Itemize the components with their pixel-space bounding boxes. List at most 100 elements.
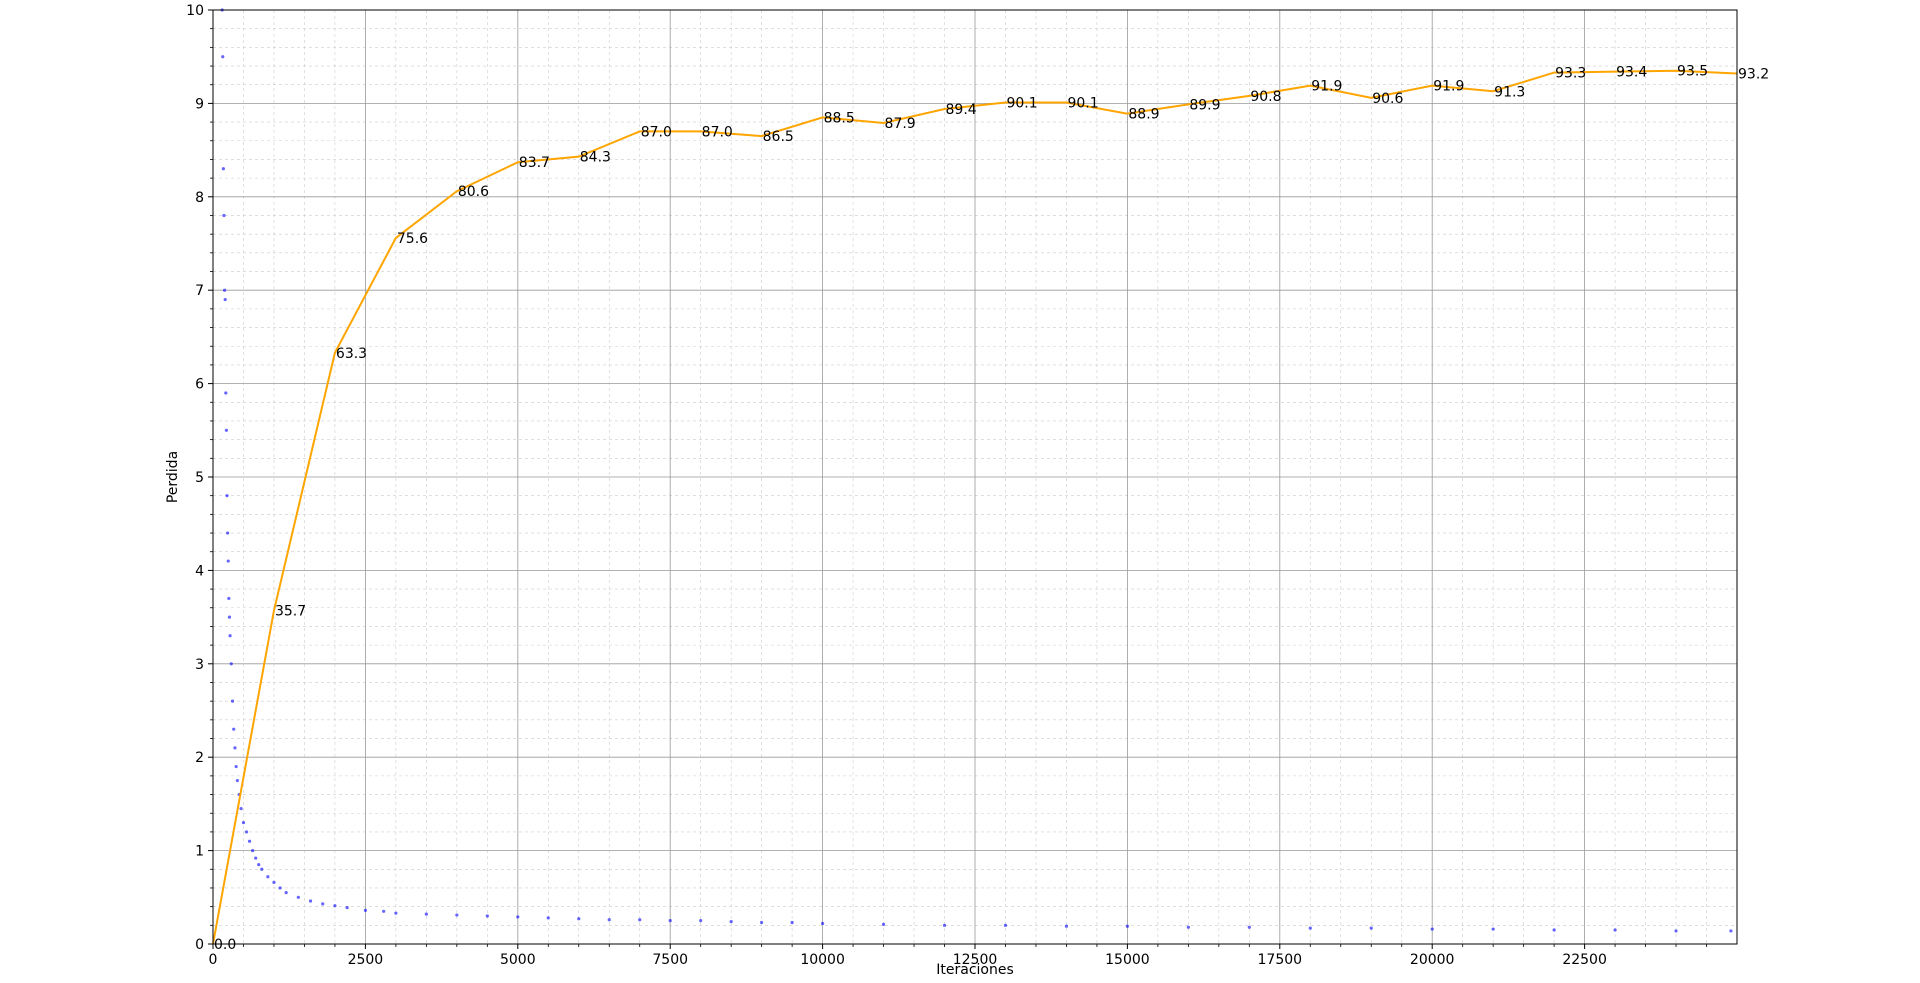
data-label: 89.4 bbox=[946, 102, 977, 118]
scatter-point bbox=[1186, 925, 1190, 929]
data-label: 35.7 bbox=[275, 604, 306, 620]
scatter-point bbox=[1430, 927, 1434, 931]
x-tick-label: 22500 bbox=[1562, 952, 1607, 968]
scatter-point bbox=[247, 839, 252, 843]
data-label: 87.0 bbox=[641, 124, 672, 140]
x-tick-label: 10000 bbox=[800, 952, 845, 968]
x-tick-label: 2500 bbox=[348, 952, 384, 968]
scatter-point bbox=[272, 880, 276, 884]
data-label: 91.3 bbox=[1494, 84, 1525, 100]
scatter-point bbox=[516, 915, 520, 919]
scatter-point bbox=[1369, 926, 1373, 930]
scatter-point bbox=[942, 923, 947, 927]
y-tick-label: 7 bbox=[195, 283, 204, 299]
scatter-point bbox=[266, 875, 270, 879]
x-tick-label: 5000 bbox=[500, 952, 536, 968]
data-label: 83.7 bbox=[519, 155, 550, 171]
scatter-point bbox=[241, 820, 246, 825]
data-label: 91.9 bbox=[1311, 79, 1342, 95]
y-tick-label: 10 bbox=[186, 3, 204, 19]
data-label: 0.0 bbox=[214, 937, 236, 953]
data-label: 91.9 bbox=[1433, 79, 1464, 95]
data-label: 63.3 bbox=[336, 346, 367, 362]
scatter-point bbox=[226, 559, 230, 563]
y-tick-label: 2 bbox=[195, 750, 204, 766]
scatter-point bbox=[881, 922, 886, 926]
scatter-point bbox=[485, 914, 489, 918]
scatter-point bbox=[226, 531, 230, 535]
scatter-point bbox=[382, 909, 386, 913]
data-label: 93.2 bbox=[1738, 67, 1769, 83]
scatter-point bbox=[221, 167, 225, 171]
y-tick-label: 0 bbox=[195, 937, 204, 953]
x-tick-label: 0 bbox=[209, 952, 218, 968]
data-label: 93.4 bbox=[1616, 65, 1647, 81]
scatter-point bbox=[363, 908, 367, 912]
y-tick-label: 9 bbox=[195, 96, 204, 112]
scatter-point bbox=[333, 904, 337, 908]
scatter-point bbox=[1613, 928, 1617, 932]
scatter-point bbox=[224, 391, 228, 395]
scatter-point bbox=[607, 918, 611, 922]
scatter-point bbox=[424, 912, 428, 916]
scatter-point bbox=[254, 856, 258, 860]
line bbox=[212, 69, 1738, 945]
data-label: 88.9 bbox=[1128, 107, 1159, 123]
scatter-point bbox=[222, 288, 227, 292]
scatter-point bbox=[321, 902, 325, 906]
y-tick-label: 3 bbox=[195, 657, 204, 673]
scatter-point bbox=[251, 849, 255, 853]
scatter-point bbox=[1308, 926, 1312, 930]
data-label: 90.8 bbox=[1250, 89, 1281, 105]
y-tick-label: 4 bbox=[195, 563, 204, 579]
scatter-point bbox=[230, 699, 235, 703]
scatter-point bbox=[233, 746, 237, 750]
data-label: 75.6 bbox=[397, 231, 428, 247]
data-label: 93.5 bbox=[1677, 64, 1708, 80]
scatter-point bbox=[1729, 929, 1733, 933]
scatter-point bbox=[1125, 924, 1129, 928]
scatter-point bbox=[1491, 927, 1495, 931]
scatter-point bbox=[260, 867, 264, 871]
scatter-point bbox=[699, 919, 703, 923]
scatter-point bbox=[234, 764, 238, 769]
scatter-point bbox=[224, 428, 229, 432]
scatter-point bbox=[1552, 928, 1556, 932]
scatter-point bbox=[308, 899, 313, 903]
data-label: 84.3 bbox=[580, 150, 611, 166]
data-label: 89.9 bbox=[1189, 97, 1220, 113]
data-label: 90.1 bbox=[1067, 95, 1098, 111]
scatter-point bbox=[394, 911, 398, 915]
scatter-point bbox=[221, 55, 225, 59]
scatter-point bbox=[1247, 925, 1251, 929]
y-tick-label: 6 bbox=[195, 377, 204, 393]
x-tick-label: 17500 bbox=[1258, 952, 1303, 968]
data-label: 90.1 bbox=[1006, 95, 1037, 111]
scatter-point bbox=[244, 830, 249, 834]
x-tick-label: 20000 bbox=[1410, 952, 1455, 968]
scatter-point bbox=[227, 596, 231, 601]
plot-frame bbox=[212, 9, 1738, 945]
x-tick-label: 7500 bbox=[652, 952, 688, 968]
y-tick-label: 5 bbox=[195, 470, 204, 486]
scatter-point bbox=[222, 213, 226, 218]
x-axis-label: Iteraciones bbox=[936, 962, 1014, 978]
data-label: 88.5 bbox=[824, 110, 855, 126]
scatter-point bbox=[239, 806, 243, 811]
scatter-point bbox=[1674, 929, 1678, 933]
x-tick-label: 12500 bbox=[953, 952, 998, 968]
y-axis-label: Perdida bbox=[165, 451, 181, 503]
scatter-point bbox=[296, 895, 300, 899]
data-label: 90.6 bbox=[1372, 91, 1403, 107]
scatter-point bbox=[235, 778, 239, 783]
scatter-point bbox=[223, 297, 227, 302]
scatter-point bbox=[257, 863, 261, 867]
scatter-point bbox=[284, 891, 288, 895]
scatter-point bbox=[228, 634, 232, 638]
scatter-point bbox=[760, 920, 764, 925]
data-label: 87.9 bbox=[885, 116, 916, 132]
scatter-point bbox=[232, 727, 236, 731]
scatter-point bbox=[546, 916, 550, 920]
x-tick-label: 15000 bbox=[1105, 952, 1150, 968]
